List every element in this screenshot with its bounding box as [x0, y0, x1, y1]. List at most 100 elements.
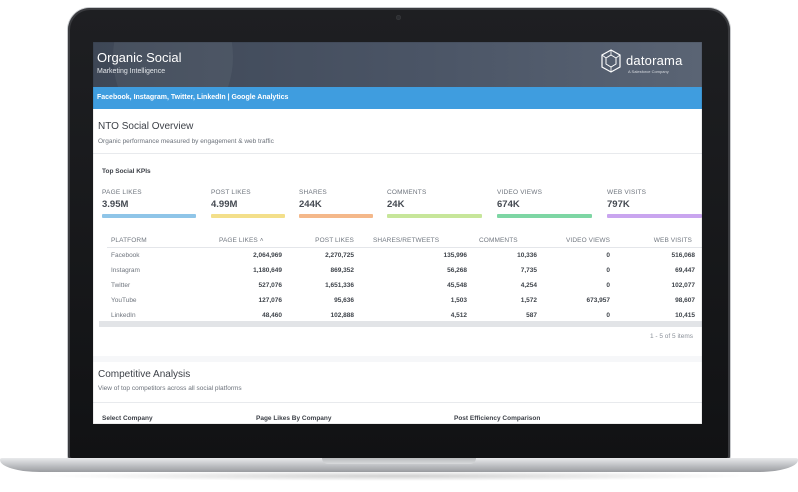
- table-header: PLATFORM PAGE LIKES ˄ POST LIKES SHARES/…: [107, 234, 702, 248]
- kpi-label: VIDEO VIEWS: [497, 189, 543, 196]
- cell-page-likes: 2,064,969: [253, 252, 282, 259]
- header-shares[interactable]: SHARES/RETWEETS: [373, 237, 440, 244]
- kpi-page-likes[interactable]: PAGE LIKES 3.95M: [102, 189, 142, 210]
- cell-page-likes: 1,180,649: [253, 267, 282, 274]
- camera-icon: [396, 15, 401, 20]
- cell-shares: 1,503: [450, 297, 467, 304]
- kpi-bar-comments: [387, 214, 482, 218]
- kpi-label: COMMENTS: [387, 189, 427, 196]
- laptop-base: [0, 458, 798, 472]
- cell-web-visits: 102,077: [671, 282, 696, 289]
- section-divider: [93, 402, 702, 403]
- cell-web-visits: 10,415: [675, 312, 695, 319]
- section-divider: [93, 356, 702, 362]
- kpi-card-title: Top Social KPIs: [102, 168, 151, 175]
- app-header: Organic Social Marketing Intelligence da…: [93, 42, 702, 87]
- cell-page-likes: 48,460: [262, 312, 282, 319]
- cell-web-visits: 98,607: [675, 297, 695, 304]
- header-platform[interactable]: PLATFORM: [111, 237, 147, 244]
- header-label: PAGE LIKES: [219, 237, 258, 244]
- cell-comments: 10,336: [517, 252, 537, 259]
- kpi-post-likes[interactable]: POST LIKES 4.99M: [211, 189, 251, 210]
- datorama-logo[interactable]: datorama A Salesforce Company: [600, 48, 700, 78]
- kpi-value: 24K: [387, 199, 405, 210]
- cell-platform: LinkedIn: [111, 312, 136, 319]
- post-efficiency-title: Post Efficiency Comparison: [454, 415, 541, 422]
- cell-platform: Twitter: [111, 282, 131, 289]
- active-filters[interactable]: Facebook, Instagram, Twitter, LinkedIn |…: [97, 94, 289, 101]
- overview-description: Organic performance measured by engageme…: [98, 138, 274, 145]
- header-web-visits[interactable]: WEB VISITS: [653, 237, 692, 244]
- select-company-title[interactable]: Select Company: [102, 415, 153, 422]
- cell-shares: 56,268: [447, 267, 467, 274]
- overview-title: NTO Social Overview: [98, 121, 194, 132]
- platform-table: PLATFORM PAGE LIKES ˄ POST LIKES SHARES/…: [107, 234, 702, 323]
- cell-video-views: 0: [606, 267, 610, 274]
- brand-tagline: A Salesforce Company: [628, 69, 669, 74]
- kpi-value: 797K: [607, 199, 630, 210]
- kpi-bar-post-likes: [211, 214, 285, 218]
- cell-post-likes: 95,636: [334, 297, 354, 304]
- table-row[interactable]: Instagram 1,180,649 869,352 56,268 7,735…: [107, 263, 702, 278]
- cell-video-views: 0: [606, 252, 610, 259]
- kpi-comments[interactable]: COMMENTS 24K: [387, 189, 427, 210]
- kpi-label: SHARES: [299, 189, 327, 196]
- header-glow: [113, 42, 233, 87]
- cell-platform: Facebook: [111, 252, 140, 259]
- datorama-cube-icon: [601, 49, 621, 73]
- cell-platform: Instagram: [111, 267, 140, 274]
- laptop-notch: [322, 458, 476, 464]
- header-post-likes[interactable]: POST LIKES: [315, 237, 354, 244]
- kpi-bar-shares: [299, 214, 373, 218]
- cell-comments: 1,572: [520, 297, 537, 304]
- cell-shares: 4,512: [450, 312, 467, 319]
- app-subtitle: Marketing Intelligence: [97, 68, 166, 75]
- kpi-bar-page-likes: [102, 214, 196, 218]
- kpi-shares[interactable]: SHARES 244K: [299, 189, 327, 210]
- cell-comments: 587: [526, 312, 537, 319]
- cell-post-likes: 869,352: [330, 267, 355, 274]
- dashboard-content: [93, 109, 702, 424]
- cell-page-likes: 527,076: [258, 282, 283, 289]
- kpi-value: 3.95M: [102, 199, 129, 210]
- header-video-views[interactable]: VIDEO VIEWS: [566, 237, 611, 244]
- cell-video-views: 0: [606, 282, 610, 289]
- cell-post-likes: 2,270,725: [325, 252, 354, 259]
- kpi-value: 244K: [299, 199, 322, 210]
- section-divider: [93, 153, 702, 154]
- kpi-label: POST LIKES: [211, 189, 251, 196]
- kpi-web-visits[interactable]: WEB VISITS 797K: [607, 189, 646, 210]
- table-row[interactable]: LinkedIn 48,460 102,888 4,512 587 0 10,4…: [107, 308, 702, 323]
- cell-shares: 45,548: [447, 282, 467, 289]
- competitive-description: View of top competitors across all socia…: [98, 385, 242, 392]
- cell-platform: YouTube: [111, 297, 137, 304]
- kpi-video-views[interactable]: VIDEO VIEWS 674K: [497, 189, 542, 210]
- cell-web-visits: 69,447: [675, 267, 695, 274]
- table-horizontal-scrollbar[interactable]: [99, 321, 702, 327]
- competitive-title: Competitive Analysis: [98, 369, 191, 380]
- kpi-bar-web-visits: [607, 214, 702, 218]
- table-row[interactable]: Twitter 527,076 1,651,336 45,548 4,254 0…: [107, 278, 702, 293]
- header-comments[interactable]: COMMENTS: [479, 237, 518, 244]
- cell-web-visits: 516,068: [671, 252, 696, 259]
- brand-name: datorama: [626, 53, 683, 68]
- laptop-shadow: [40, 471, 758, 481]
- cell-video-views: 673,957: [586, 297, 611, 304]
- pagination-info: 1 - 5 of 5 items: [650, 333, 693, 340]
- app-title: Organic Social: [97, 50, 182, 65]
- sort-ascending-icon: ˄: [259, 237, 264, 244]
- kpi-label: PAGE LIKES: [102, 189, 142, 196]
- cell-comments: 7,735: [520, 267, 537, 274]
- filter-bar: Facebook, Instagram, Twitter, LinkedIn |…: [93, 87, 702, 109]
- kpi-value: 674K: [497, 199, 520, 210]
- cell-comments: 4,254: [520, 282, 537, 289]
- kpi-value: 4.99M: [211, 199, 238, 210]
- page-likes-by-company-title: Page Likes By Company: [256, 415, 332, 422]
- dashboard-screen: Organic Social Marketing Intelligence da…: [93, 42, 702, 424]
- table-row[interactable]: Facebook 2,064,969 2,270,725 135,996 10,…: [107, 248, 702, 263]
- table-row[interactable]: YouTube 127,076 95,636 1,503 1,572 673,9…: [107, 293, 702, 308]
- cell-video-views: 0: [606, 312, 610, 319]
- cell-shares: 135,996: [443, 252, 468, 259]
- header-page-likes[interactable]: PAGE LIKES ˄: [219, 237, 264, 244]
- kpi-bar-video-views: [497, 214, 592, 218]
